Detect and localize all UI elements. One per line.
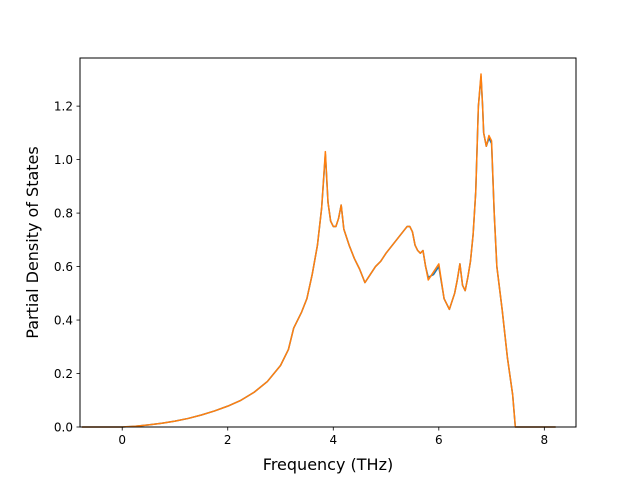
series-layer (81, 73, 556, 428)
plot-frame (79, 57, 577, 428)
y-tick-label: 0.2 (54, 367, 73, 381)
y-axis-title: Partial Density of States (23, 146, 42, 338)
x-axis-ticks: 0 2 4 6 8 (118, 427, 548, 447)
y-tick-label: 0.6 (54, 260, 73, 274)
x-tick-label: 8 (541, 433, 549, 447)
y-tick-label: 0.8 (54, 206, 73, 220)
y-tick-label: 0.4 (54, 313, 73, 327)
y-tick-label: 1.2 (54, 99, 73, 113)
x-tick-label: 6 (435, 433, 443, 447)
series-line-2 (81, 73, 556, 428)
x-tick-label: 2 (224, 433, 232, 447)
x-axis-title: Frequency (THz) (263, 455, 393, 474)
x-tick-label: 0 (118, 433, 126, 447)
y-tick-label: 0.0 (54, 420, 73, 434)
y-axis-ticks: 0.0 0.2 0.4 0.6 0.8 1.0 1.2 (54, 99, 80, 434)
x-tick-label: 4 (329, 433, 337, 447)
y-tick-label: 1.0 (54, 153, 73, 167)
